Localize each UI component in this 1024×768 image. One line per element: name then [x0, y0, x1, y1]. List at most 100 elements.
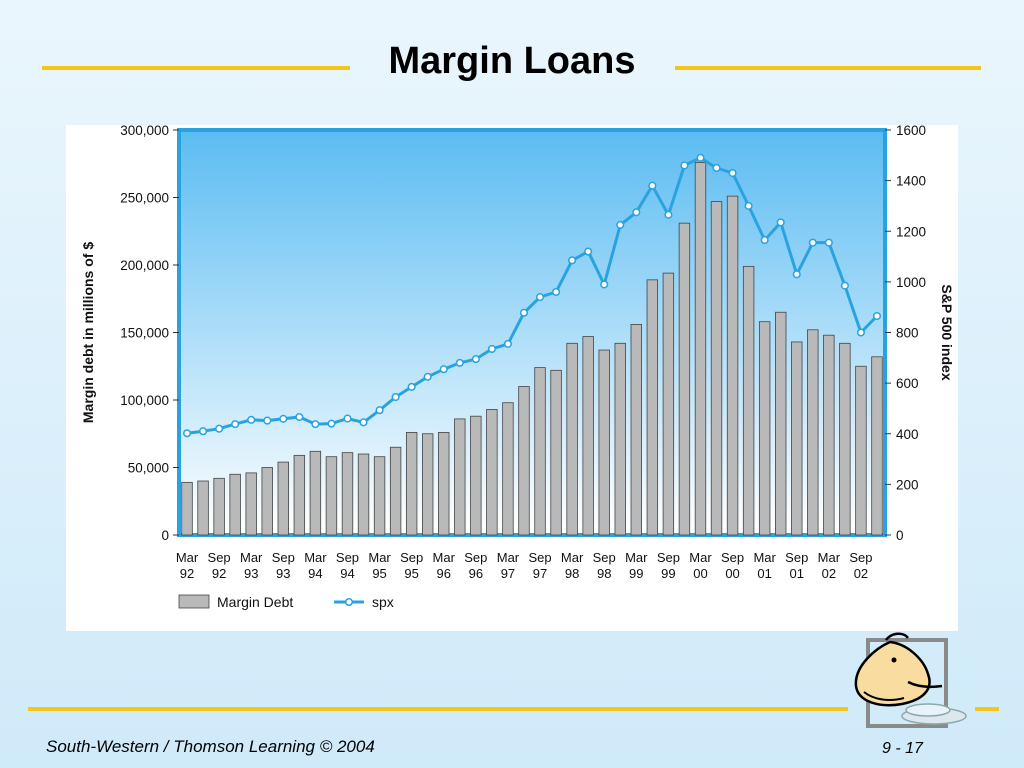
right-axis-tick-label: 1600: [896, 125, 926, 138]
x-tick-label-month: Mar: [433, 550, 456, 565]
right-axis-label: S&P 500 index: [939, 284, 955, 380]
x-tick-label-month: Mar: [497, 550, 520, 565]
right-axis-tick-label: 800: [896, 326, 919, 341]
right-axis-tick-label: 400: [896, 427, 919, 442]
x-tick-label-month: Sep: [721, 550, 744, 565]
spx-point: [712, 163, 721, 173]
bar-margin-debt: [261, 467, 273, 536]
bar-margin-debt: [454, 418, 466, 536]
spx-point: [696, 153, 705, 162]
x-tick-label-month: Sep: [593, 550, 616, 565]
x-tick-label-year: 01: [790, 566, 804, 581]
spx-point: [664, 210, 673, 219]
spx-point: [343, 414, 352, 423]
bar-margin-debt: [694, 162, 707, 536]
spx-point: [568, 256, 577, 265]
footer-rule-end: [975, 707, 999, 711]
bar-margin-debt: [293, 454, 306, 536]
x-tick-label-month: Mar: [304, 550, 327, 565]
page-number: 9 - 17: [882, 740, 923, 757]
right-axis-tick-label: 1000: [896, 275, 926, 290]
spx-point: [552, 287, 561, 297]
bar-margin-debt: [518, 386, 530, 536]
spx-point: [311, 420, 320, 429]
slide-title: Margin Loans: [388, 40, 636, 82]
margin-loans-chart: 0 50,000 100,000 150,000 200,000 250,000 300,0…: [80, 125, 955, 610]
left-axis-tick-label: 150,000: [120, 326, 169, 341]
x-tick-label-year: 95: [404, 566, 418, 581]
spx-point: [215, 424, 224, 433]
bar-margin-debt: [839, 342, 851, 536]
spx-point: [760, 236, 769, 245]
bar-margin-debt: [871, 356, 883, 536]
spx-point: [600, 280, 609, 289]
chart-panel: 0 50,000 100,000 150,000 200,000 250,000 300,0…: [66, 125, 958, 631]
spx-point: [648, 181, 657, 190]
x-tick-label-year: 01: [757, 566, 771, 581]
spx-point: [808, 238, 817, 247]
bar-margin-debt: [534, 367, 546, 536]
x-tick-label-month: Sep: [785, 550, 808, 565]
bar-margin-debt: [373, 456, 386, 536]
bar-margin-debt: [309, 450, 322, 536]
left-axis-label: Margin debt in millions of $: [80, 242, 96, 423]
footer-rule: [28, 707, 848, 711]
x-tick-label-month: Sep: [400, 550, 423, 565]
x-tick-label-month: Sep: [272, 550, 295, 565]
spx-point: [487, 344, 496, 354]
spx-point: [263, 416, 272, 425]
x-tick-label-year: 97: [533, 566, 547, 581]
spx-point: [632, 208, 641, 217]
spx-point: [407, 382, 416, 391]
bar-margin-debt: [229, 473, 241, 536]
margin-debt-bars: [181, 162, 883, 536]
bar-margin-debt: [245, 472, 257, 536]
spx-point: [231, 420, 240, 429]
bar-margin-debt: [181, 481, 193, 536]
x-tick-label-year: 99: [629, 566, 643, 581]
left-axis-tick-label: 200,000: [120, 258, 169, 273]
x-tick-label-year: 94: [340, 566, 354, 581]
bar-margin-debt: [742, 265, 755, 536]
bar-margin-debt: [807, 329, 819, 536]
spx-point: [776, 218, 785, 227]
spx-point: [247, 415, 256, 424]
bar-margin-debt: [213, 477, 225, 536]
bar-margin-debt: [422, 433, 434, 536]
legend-label-margin-debt: Margin Debt: [217, 594, 293, 610]
spx-point: [295, 412, 304, 422]
bar-margin-debt: [646, 279, 659, 536]
footer-copyright: South-Western / Thomson Learning © 2004: [46, 737, 375, 756]
spx-point: [423, 372, 432, 381]
x-tick-label-month: Mar: [753, 550, 776, 565]
x-tick-label-year: 92: [212, 566, 226, 581]
spx-point: [359, 418, 368, 427]
spx-point: [439, 365, 448, 374]
spx-point: [680, 161, 689, 170]
bar-margin-debt: [823, 334, 835, 536]
x-tick-label-year: 02: [822, 566, 836, 581]
right-axis-tick-label: 1400: [896, 174, 926, 189]
x-tick-label-year: 93: [276, 566, 290, 581]
spx-point: [519, 308, 529, 317]
bar-margin-debt: [582, 336, 594, 536]
x-tick-label-year: 96: [469, 566, 483, 581]
x-tick-label-month: Mar: [561, 550, 584, 565]
bar-margin-debt: [341, 452, 354, 536]
legend-swatch-margin-debt: [178, 594, 210, 609]
bar-margin-debt: [486, 409, 498, 536]
bar-margin-debt: [791, 341, 803, 536]
spx-point: [535, 293, 545, 302]
spx-point: [728, 168, 737, 178]
bar-margin-debt: [197, 480, 209, 536]
bar-margin-debt: [775, 311, 787, 536]
x-tick-label-month: Mar: [176, 550, 199, 565]
bar-margin-debt: [758, 321, 771, 536]
spx-point: [471, 355, 480, 364]
x-tick-label-month: Mar: [818, 550, 841, 565]
bar-margin-debt: [550, 369, 562, 536]
x-tick-label-year: 96: [437, 566, 451, 581]
spx-point: [872, 311, 882, 321]
x-tick-label-year: 95: [372, 566, 386, 581]
bar-margin-debt: [630, 323, 642, 536]
